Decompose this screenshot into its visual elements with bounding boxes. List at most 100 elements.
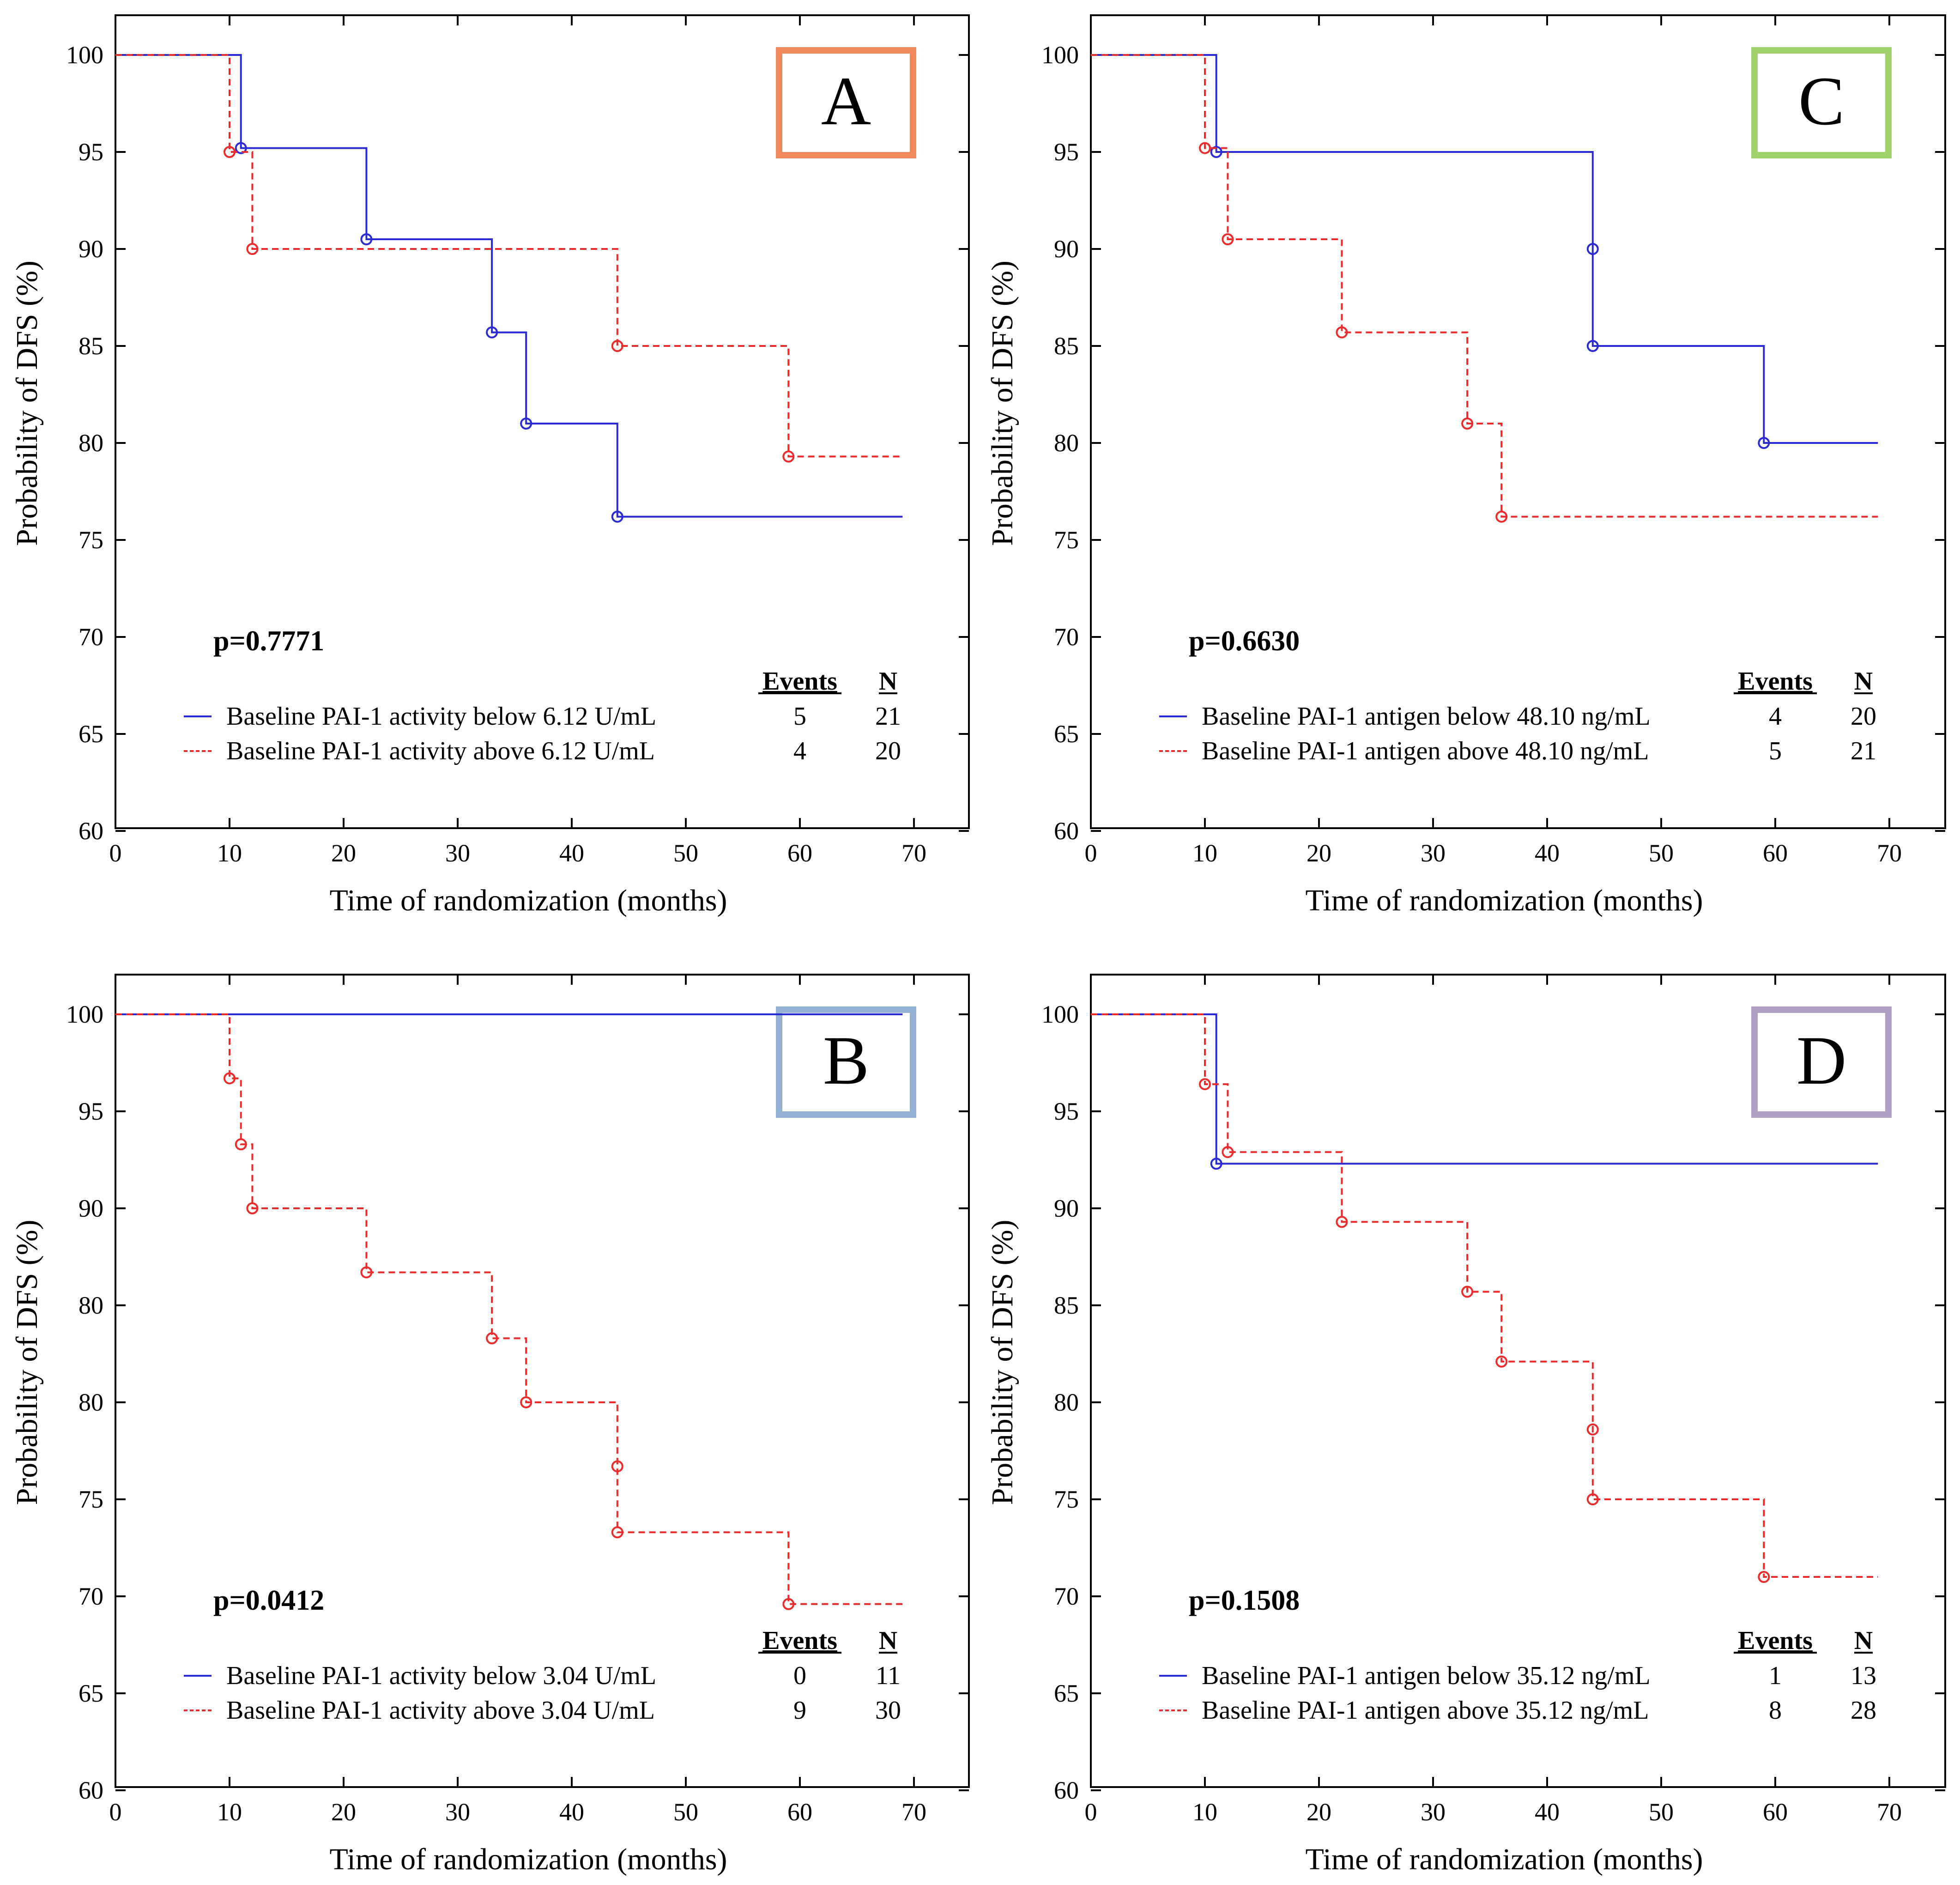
censor-marker: [1586, 1493, 1599, 1505]
censor-marker: [224, 1072, 236, 1085]
p-value: p=0.7771: [213, 625, 324, 657]
y-tick-label: 60: [1054, 817, 1079, 845]
legend-label: Baseline PAI-1 antigen below 48.10 ng/mL: [1202, 702, 1651, 731]
y-tick-label: 100: [66, 41, 103, 69]
legend-events: 5: [793, 702, 806, 731]
plot-frame: [115, 974, 970, 1788]
series-below-line: [1091, 1013, 1878, 1165]
censor-marker: [486, 1332, 498, 1345]
x-tick-label: 20: [1307, 839, 1331, 867]
x-tick-label: 0: [109, 1798, 122, 1826]
plot-frame: [1090, 14, 1946, 829]
legend-n: 11: [876, 1661, 901, 1690]
legend-events: 4: [793, 737, 806, 765]
y-tick-label: 70: [1054, 623, 1079, 651]
y-tick-label: 90: [1054, 235, 1079, 263]
x-tick-label: 20: [331, 1798, 356, 1826]
censor-marker: [360, 1266, 373, 1279]
series-above-line: [1091, 54, 1878, 518]
censor-marker: [1210, 146, 1222, 158]
x-axis-title: Time of randomization (months): [330, 1843, 727, 1876]
y-tick-label: 65: [1054, 1679, 1079, 1707]
legend-header-events: Events: [762, 667, 837, 696]
x-tick-label: 60: [1763, 1798, 1788, 1826]
legend-label: Baseline PAI-1 activity below 3.04 U/mL: [226, 1661, 656, 1690]
panel-label: A: [821, 63, 871, 139]
panel-label-box: [1751, 1006, 1892, 1118]
y-tick-label: 80: [79, 1388, 103, 1416]
x-tick-label: 40: [559, 839, 584, 867]
x-tick-label: 50: [673, 1798, 698, 1826]
legend-header-n: N: [879, 667, 897, 696]
panel-label-box: [776, 47, 916, 158]
legend-header-events: Events: [762, 1626, 837, 1655]
legend-header-events: Events: [1738, 667, 1813, 696]
plot-frame: [115, 14, 970, 829]
censor-marker: [1210, 1158, 1222, 1170]
legend-n: 30: [875, 1696, 901, 1725]
censor-marker: [1336, 1216, 1348, 1228]
y-tick-label: 60: [1054, 1776, 1079, 1804]
censor-marker: [1199, 142, 1211, 154]
x-tick-label: 0: [1085, 839, 1097, 867]
x-tick-label: 70: [1877, 1798, 1902, 1826]
legend-header-n: N: [1854, 1626, 1873, 1655]
legend-label: Baseline PAI-1 activity above 6.12 U/mL: [226, 737, 655, 765]
y-tick-label: 80: [1054, 429, 1079, 457]
x-tick-label: 30: [445, 1798, 470, 1826]
legend-n: 21: [875, 702, 901, 731]
censor-marker: [1586, 340, 1599, 352]
x-tick-label: 70: [901, 839, 926, 867]
legend-label: Baseline PAI-1 antigen below 35.12 ng/mL: [1202, 1661, 1651, 1690]
censor-marker: [246, 1202, 259, 1214]
p-value: p=0.1508: [1189, 1585, 1300, 1616]
x-tick-label: 40: [1535, 839, 1560, 867]
panel-label: C: [1798, 63, 1845, 139]
censor-marker: [1199, 1078, 1211, 1091]
panel-a: 60 65 70 75 80 85 90 95 100 0 10 20 30 40 50 60 70 Time o…: [10, 14, 970, 917]
legend-n: 13: [1851, 1661, 1876, 1690]
x-axis-title: Time of randomization (months): [1306, 884, 1703, 917]
y-tick-label: 70: [1054, 1582, 1079, 1610]
y-axis-title: Probability of DFS (%): [10, 261, 44, 546]
x-tick-label: 10: [1192, 839, 1217, 867]
y-tick-label: 95: [1054, 1097, 1079, 1125]
legend-events: 8: [1769, 1696, 1782, 1725]
x-tick-label: 0: [1085, 1798, 1097, 1826]
y-tick-label: 70: [79, 1582, 103, 1610]
series-below-line: [1091, 54, 1878, 444]
panel-label: B: [823, 1022, 869, 1099]
x-axis-title: Time of randomization (months): [1306, 1843, 1703, 1876]
censor-marker: [520, 1396, 532, 1408]
y-tick-label: 65: [1054, 720, 1079, 748]
y-tick-label: 75: [79, 1485, 103, 1513]
p-value: p=0.6630: [1189, 625, 1300, 657]
panel-c: 60 65 70 75 80 85 90 95 100 0 10 20 30 40 50 60 70 Time o…: [986, 14, 1946, 917]
legend-n: 21: [1851, 737, 1876, 765]
x-tick-label: 60: [787, 1798, 812, 1826]
x-tick-label: 60: [1763, 839, 1788, 867]
censor-marker: [1758, 1571, 1770, 1583]
x-tick-label: 20: [1307, 1798, 1331, 1826]
censor-marker: [782, 450, 795, 463]
y-tick-label: 60: [79, 1776, 103, 1804]
y-tick-label: 80: [1054, 1388, 1079, 1416]
legend-n: 20: [1851, 702, 1876, 731]
series-above-line: [115, 54, 903, 458]
y-tick-label: 80: [79, 429, 103, 457]
panel-label: D: [1797, 1022, 1846, 1099]
x-tick-label: 50: [1649, 839, 1674, 867]
y-tick-label: 75: [79, 526, 103, 554]
x-tick-label: 40: [1535, 1798, 1560, 1826]
x-tick-label: 60: [787, 839, 812, 867]
legend-events: 4: [1769, 702, 1782, 731]
x-tick-label: 0: [109, 839, 122, 867]
censor-marker: [360, 233, 373, 245]
legend-header-n: N: [879, 1626, 897, 1655]
y-tick-label: 90: [79, 235, 103, 263]
y-tick-label: 60: [79, 817, 103, 845]
y-tick-label: 95: [79, 1097, 103, 1125]
x-tick-label: 40: [559, 1798, 584, 1826]
censor-marker: [246, 243, 259, 255]
censor-marker: [1222, 233, 1234, 245]
